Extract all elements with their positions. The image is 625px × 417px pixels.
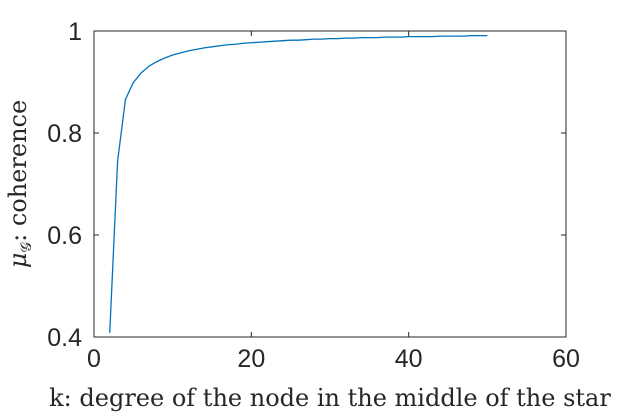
x-tick-label: 40 xyxy=(395,345,423,373)
y-axis-label-text: : coherence xyxy=(4,100,32,242)
x-tick-label: 60 xyxy=(552,345,580,373)
y-tick-label: 0.4 xyxy=(47,324,82,352)
x-tick-label: 0 xyxy=(87,345,101,373)
y-axis-label: μ𝒢: coherence xyxy=(4,100,35,268)
y-tick-label: 1 xyxy=(68,18,82,46)
plot-frame xyxy=(93,30,567,338)
y-tick-label: 0.6 xyxy=(47,222,82,250)
y-axis-label-symbol: μ xyxy=(4,253,32,269)
plot-area xyxy=(94,31,566,337)
x-axis-ticks: 0 20 40 60 xyxy=(87,31,580,373)
series-layer xyxy=(109,34,488,333)
series-line xyxy=(109,34,488,333)
y-axis-label-subscript: 𝒢 xyxy=(17,242,35,253)
x-tick-label: 20 xyxy=(237,345,265,373)
y-tick-label: 0.8 xyxy=(47,120,82,148)
y-axis-ticks: 0.4 0.6 0.8 1 xyxy=(47,18,566,352)
x-axis-label: k: degree of the node in the middle of t… xyxy=(49,384,611,412)
